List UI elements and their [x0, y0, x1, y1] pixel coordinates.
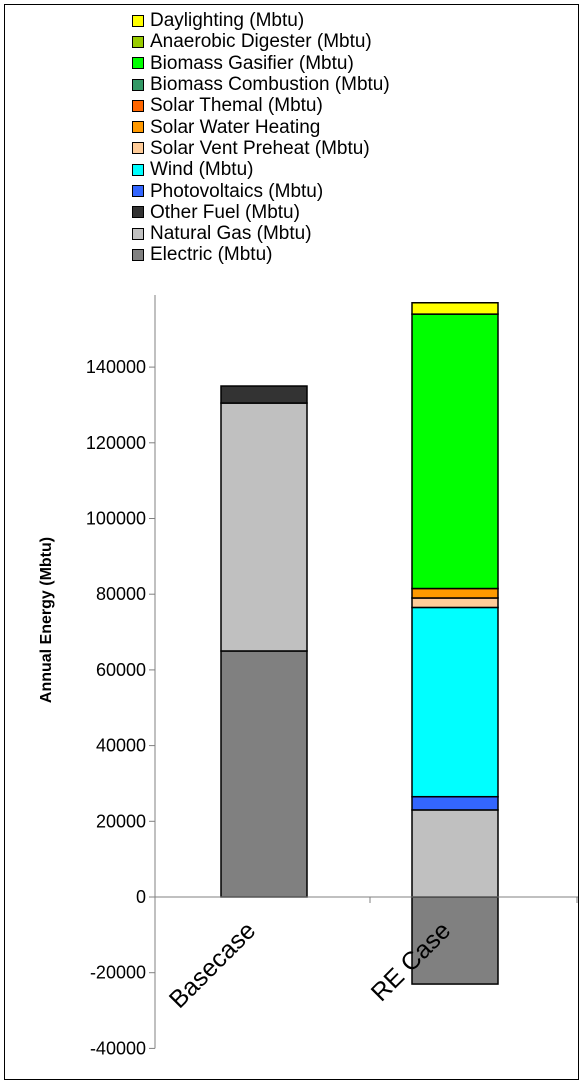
- legend-swatch: [132, 57, 144, 70]
- legend-label: Photovoltaics (Mbtu): [150, 180, 324, 202]
- legend-swatch: [132, 35, 144, 48]
- legend-label: Electric (Mbtu): [150, 244, 273, 266]
- y-tick-label: 120000: [86, 433, 146, 453]
- bar-segment-basecase-other-fuel: [220, 385, 308, 404]
- bar-segment-re-case-solar-water-heating: [411, 587, 499, 599]
- legend-label: Biomass Combustion (Mbtu): [150, 74, 390, 96]
- legend-label: Solar Themal (Mbtu): [150, 95, 323, 117]
- y-tick-label: 0: [136, 887, 146, 907]
- legend-swatch: [132, 206, 144, 219]
- legend-swatch: [132, 185, 144, 198]
- legend-item-biomass-gasifier: Biomass Gasifier (Mbtu): [132, 53, 390, 74]
- y-tick-label: -20000: [90, 963, 146, 983]
- legend-item-biomass-combustion: Biomass Combustion (Mbtu): [132, 74, 390, 95]
- bar-segment-basecase-natural-gas: [220, 402, 308, 652]
- y-axis-title: Annual Energy (Mbtu): [38, 537, 55, 703]
- legend-swatch: [132, 14, 144, 27]
- legend-label: Biomass Gasifier (Mbtu): [150, 52, 354, 74]
- legend-label: Natural Gas (Mbtu): [150, 223, 312, 245]
- bar-segment-re-case-biomass-gasifier: [411, 313, 499, 590]
- legend-item-anaerobic-digester: Anaerobic Digester (Mbtu): [132, 31, 390, 52]
- y-tick-label: -40000: [90, 1038, 146, 1058]
- x-category-label-basecase: Basecase: [164, 916, 261, 1013]
- legend-item-solar-water-heating: Solar Water Heating: [132, 116, 390, 138]
- legend-swatch: [132, 78, 144, 91]
- y-tick-label: 80000: [96, 584, 146, 604]
- legend-label: Solar Vent Preheat (Mbtu): [150, 137, 370, 159]
- legend-item-solar-themal: Solar Themal (Mbtu): [132, 95, 390, 116]
- bar-segment-re-case-natural-gas: [411, 809, 499, 898]
- y-tick-label: 40000: [96, 736, 146, 756]
- legend-swatch: [132, 121, 144, 134]
- legend-item-other-fuel: Other Fuel (Mbtu): [132, 202, 390, 223]
- legend-item-electric: Electric (Mbtu): [132, 244, 390, 265]
- legend-item-natural-gas: Natural Gas (Mbtu): [132, 223, 390, 244]
- legend-label: Solar Water Heating: [150, 116, 321, 138]
- y-tick-label: 20000: [96, 811, 146, 831]
- bar-segment-re-case-daylighting: [411, 302, 499, 315]
- bars-layer: [220, 302, 499, 985]
- bar-segment-re-case-solar-vent-preheat: [411, 597, 499, 609]
- legend-swatch: [132, 248, 144, 261]
- legend-label: Anaerobic Digester (Mbtu): [150, 31, 372, 53]
- legend-item-wind: Wind (Mbtu): [132, 159, 390, 180]
- legend-item-solar-vent-preheat: Solar Vent Preheat (Mbtu): [132, 138, 390, 159]
- y-tick-label: 60000: [96, 660, 146, 680]
- chart-legend: Daylighting (Mbtu) Anaerobic Digester (Mb…: [132, 10, 390, 266]
- legend-item-photovoltaics: Photovoltaics (Mbtu): [132, 180, 390, 202]
- legend-swatch: [132, 99, 144, 112]
- legend-swatch: [132, 163, 144, 176]
- legend-swatch: [132, 227, 144, 240]
- legend-swatch: [132, 142, 144, 155]
- bar-segment-basecase-electric: [220, 650, 308, 898]
- legend-label: Other Fuel (Mbtu): [150, 201, 300, 223]
- legend-label: Daylighting (Mbtu): [150, 10, 305, 32]
- bar-segment-re-case-wind: [411, 606, 499, 798]
- bar-segment-re-case-photovoltaics: [411, 795, 499, 811]
- axis-layer: [149, 295, 578, 1049]
- legend-label: Wind (Mbtu): [150, 159, 254, 181]
- y-tick-label: 140000: [86, 357, 146, 377]
- y-tick-label: 100000: [86, 509, 146, 529]
- legend-item-daylighting: Daylighting (Mbtu): [132, 10, 390, 31]
